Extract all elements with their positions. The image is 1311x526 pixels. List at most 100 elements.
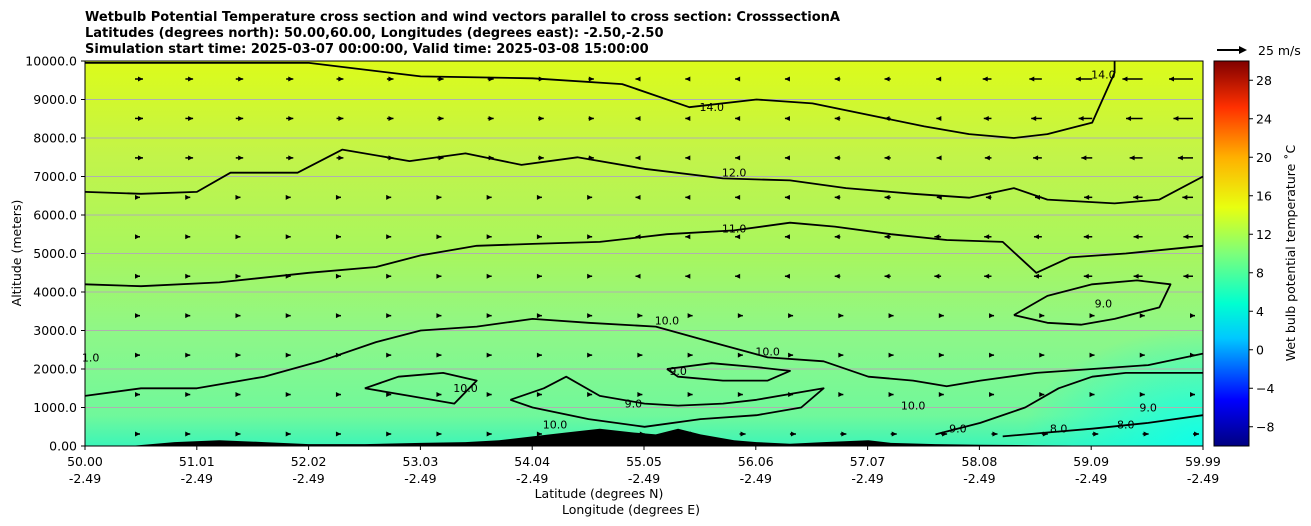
wind-vector-head [737,313,743,319]
wind-vector-head [538,115,544,121]
colorbar-tick-label: 8 [1256,265,1264,280]
wind-vector-head [536,431,542,437]
wind-vector-head [588,76,594,82]
wind-vector-head [486,392,492,398]
x-tick-label-lon: -2.49 [404,471,436,486]
wind-vector-head [635,76,641,82]
wind-vector-head [637,352,643,358]
wind-vector-head [936,155,942,161]
wind-vector-head [386,392,392,398]
wind-vector-head [285,313,291,319]
contour-label: 10.0 [755,346,780,359]
wind-vector-head [1033,273,1039,279]
wind-vector-head [536,234,542,240]
wind-vector-head [1126,115,1132,121]
wind-vector-head [436,392,442,398]
wind-vector-head [436,431,442,437]
wind-vector-head [984,234,990,240]
contour-line [85,61,1116,139]
wind-vector-head [185,234,191,240]
wind-vector-head [1122,76,1128,82]
wind-vector-head [784,273,790,279]
wind-vector-head [587,234,593,240]
wind-vector-head [737,392,743,398]
plot-area [85,61,1203,446]
wind-vector-head [983,115,989,121]
wind-vector-head [188,155,194,161]
wind-vector-head [1083,234,1089,240]
wind-vector-head [685,273,691,279]
wind-vector-head [335,392,341,398]
y-tick-label: 4000.0 [33,285,77,300]
colorbar-tick-label: −4 [1256,381,1274,396]
wind-vector-head [685,234,691,240]
contour-label: 12.0 [722,167,747,180]
x-axis: 50.00 -2.49 51.01 -2.49 52.02 -2.49 53.03 -2.49… [67,446,1221,486]
wind-vector-head [1033,234,1039,240]
wind-vector-head [288,115,294,121]
wind-vector-head [335,431,341,437]
wind-reference-key: 25 m/s [1217,43,1301,58]
y-tick-label: 6000.0 [33,208,77,223]
wind-vector-head [685,76,691,82]
contour-line [85,318,1203,397]
wind-vector-head [838,352,844,358]
wind-vector-head [938,313,944,319]
wind-vector-head [486,234,492,240]
x-tick-label-lon: -2.49 [963,471,995,486]
wind-vector-head [438,76,444,82]
wind-vector-head [834,234,840,240]
cold-region-shading [900,250,1203,446]
wind-vector-head [1083,273,1089,279]
contour-label: 9.0 [669,365,687,378]
chart-title-line-3: Simulation start time: 2025-03-07 00:00:… [85,42,649,57]
wind-vector-head [285,392,291,398]
x-tick-label-lat: 57.07 [850,454,886,469]
wind-vector-head [834,194,840,200]
wind-vector-head [936,115,942,121]
wind-vector-head [1190,392,1195,398]
wind-vector-head [135,194,140,200]
y-tick-label: 9000.0 [33,92,77,107]
contour-line [1002,414,1203,438]
wind-vector-head [285,431,291,437]
wind-vector-head [536,392,542,398]
contour-label: 9.0 [625,398,643,411]
x-tick-label-lon: -2.49 [1075,471,1107,486]
wind-vector-head [1039,352,1045,358]
colorbar-tick-label: 4 [1256,304,1264,319]
wind-vector-head [436,313,442,319]
wind-vector-head [735,234,741,240]
wind-vector-head [138,76,143,82]
wind-vector-head [135,234,140,240]
wind-vector-head [1093,431,1099,437]
wind-vector-head [1183,234,1189,240]
wind-vector-head [386,352,392,358]
contour-label: 10.0 [655,315,680,328]
wind-vector-head [486,431,492,437]
x-axis-label-secondary: Longitude (degrees E) [562,502,700,517]
wind-vector-head [784,194,790,200]
wind-vector-head [934,234,940,240]
wind-vector-head [637,313,643,319]
wind-vector-head [185,273,191,279]
colorbar-tick-label: 16 [1256,188,1272,203]
wind-vector-head [1169,76,1174,82]
wind-vector-head [235,273,241,279]
wind-vector-head [288,155,294,161]
contour-label: 8.0 [1050,423,1068,436]
contour-lines [85,61,1203,438]
contour-line [935,372,1203,436]
wind-vector-head [635,194,641,200]
chart-title-line-2: Latitudes (degrees north): 50.00,60.00, … [85,26,664,41]
x-tick-label-lat: 53.03 [403,454,439,469]
colorbar-tick-label: 28 [1256,73,1272,88]
wind-vector-head [1143,431,1149,437]
wind-vector-head [1039,392,1045,398]
wind-vector-head [235,313,241,319]
wind-vector-head [989,392,995,398]
colorbar-tick-label: 24 [1256,111,1272,126]
x-tick-label-lon: -2.49 [628,471,660,486]
wind-vector-head [992,431,998,437]
